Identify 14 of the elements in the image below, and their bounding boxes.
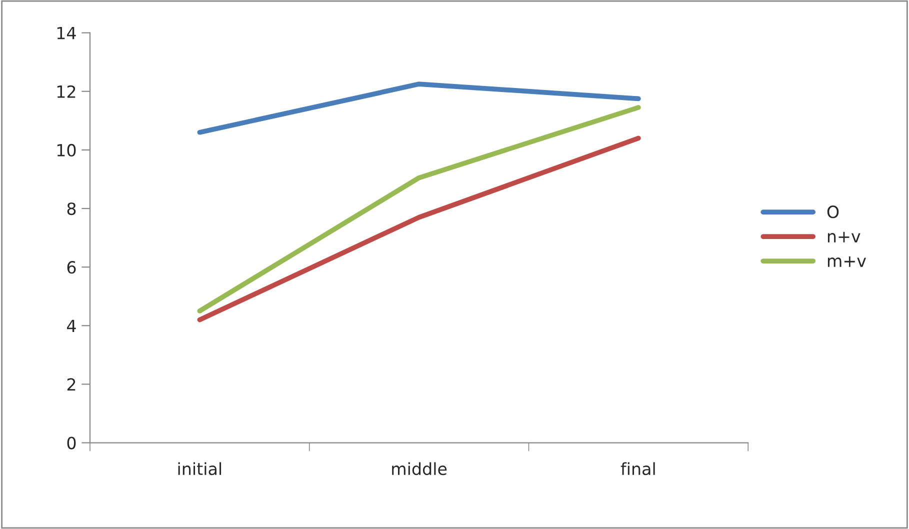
y-tick-label: 14 [57, 26, 76, 40]
legend-label: n+v [828, 232, 860, 242]
legend-label: O [827, 206, 839, 218]
x-tick-label: initial [178, 462, 222, 476]
y-tick-label: 0 [67, 436, 76, 450]
y-tick-label: 8 [67, 202, 76, 216]
y-tick-label: 6 [67, 261, 76, 274]
y-tick-label: 2 [67, 378, 76, 391]
x-tick-label: middle [392, 462, 447, 476]
x-tick-label: final [620, 462, 655, 476]
y-tick-label: 12 [57, 85, 76, 98]
y-tick-label: 4 [67, 320, 76, 332]
y-tick-label: 10 [57, 144, 76, 157]
legend-label: m+v [828, 256, 866, 267]
